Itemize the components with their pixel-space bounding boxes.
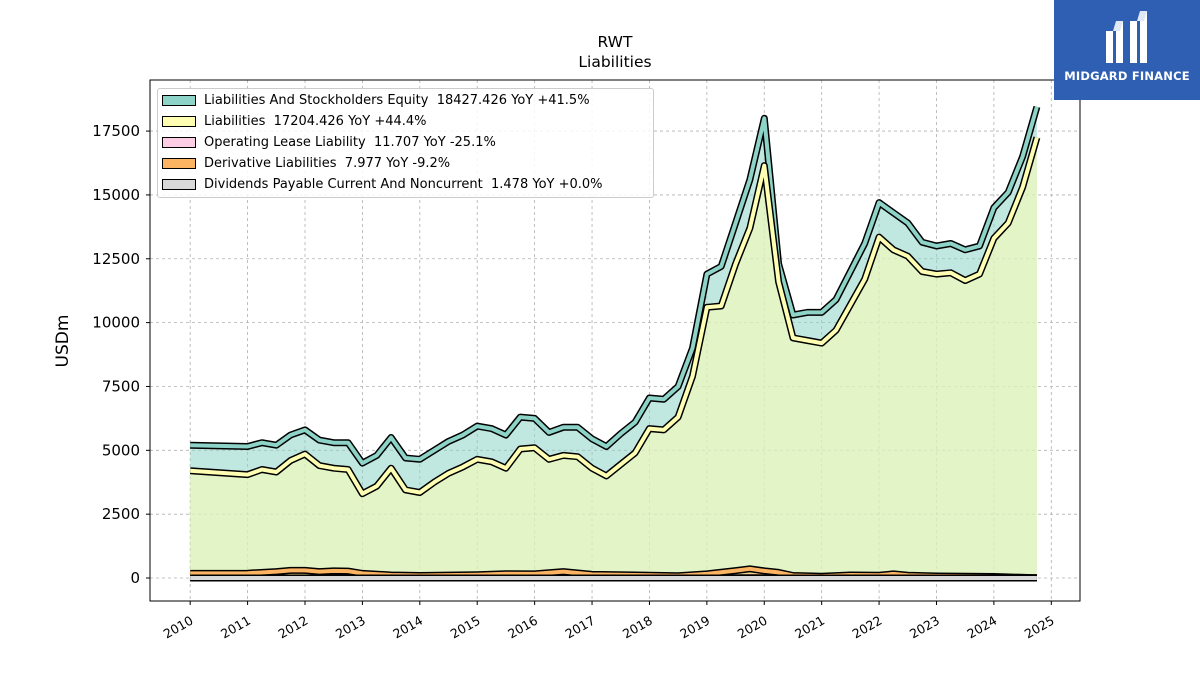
legend: Liabilities And Stockholders Equity 1842…: [157, 88, 654, 198]
y-tick-label: 0: [130, 569, 140, 587]
y-axis-ticks: 0 2500 5000 7500 10000 12500 15000 17500: [92, 122, 150, 587]
series-line-liabilities: [190, 136, 1039, 496]
y-tick-label: 5000: [102, 441, 140, 459]
x-tick-label: 2010: [161, 613, 196, 642]
x-tick-label: 2011: [218, 613, 253, 642]
legend-swatch-liabilities: [162, 116, 196, 127]
legend-swatch-derivative: [162, 158, 196, 169]
y-tick-label: 12500: [92, 250, 140, 268]
x-tick-label: 2023: [907, 613, 942, 642]
y-tick-label: 2500: [102, 505, 140, 523]
midgard-finance-logo: MIDGARD FINANCE: [1054, 0, 1200, 100]
x-tick-label: 2014: [390, 613, 425, 642]
x-tick-label: 2018: [620, 613, 655, 642]
y-tick-label: 10000: [92, 314, 140, 332]
x-tick-label: 2012: [275, 613, 310, 642]
y-tick-label: 15000: [92, 186, 140, 204]
plot-frame: [149, 79, 1081, 602]
x-tick-label: 2016: [505, 613, 540, 642]
legend-label-equity: Liabilities And Stockholders Equity 1842…: [204, 93, 590, 108]
x-tick-label: 2020: [735, 613, 770, 642]
logo-text: MIDGARD FINANCE: [1064, 69, 1190, 83]
x-tick-label: 2013: [333, 613, 368, 642]
series-lines: [189, 105, 1041, 582]
chart-subtitle: Liabilities: [578, 53, 652, 71]
x-axis-ticks: 2010 2011 2012 2013 2014 2015 2016 2017 2018 2019…: [161, 601, 1057, 642]
series-line-equity: [190, 106, 1039, 466]
legend-swatch-operating-lease: [162, 137, 196, 148]
chart-title: RWT: [597, 33, 633, 51]
x-tick-label: 2015: [448, 613, 483, 642]
legend-swatch-equity: [162, 95, 196, 106]
legend-label-operating-lease: Operating Lease Liability 11.707 YoY -25…: [204, 135, 496, 150]
legend-label-derivative: Derivative Liabilities 7.977 YoY -9.2%: [204, 156, 451, 171]
legend-swatch-dividends: [162, 179, 196, 190]
x-tick-label: 2019: [677, 613, 712, 642]
y-tick-label: 7500: [102, 377, 140, 395]
x-tick-label: 2022: [850, 613, 885, 642]
series-area-liabilities: [190, 137, 1037, 578]
x-tick-label: 2024: [964, 613, 999, 642]
x-tick-label: 2021: [792, 613, 827, 642]
logo-mark-icon: [1106, 11, 1147, 63]
legend-label-liabilities: Liabilities 17204.426 YoY +44.4%: [204, 114, 427, 129]
x-tick-label: 2025: [1022, 613, 1057, 642]
x-tick-label: 2017: [562, 613, 597, 642]
y-axis-label: USDm: [53, 315, 73, 368]
legend-label-dividends: Dividends Payable Current And Noncurrent…: [204, 177, 603, 192]
y-tick-label: 17500: [92, 122, 140, 140]
